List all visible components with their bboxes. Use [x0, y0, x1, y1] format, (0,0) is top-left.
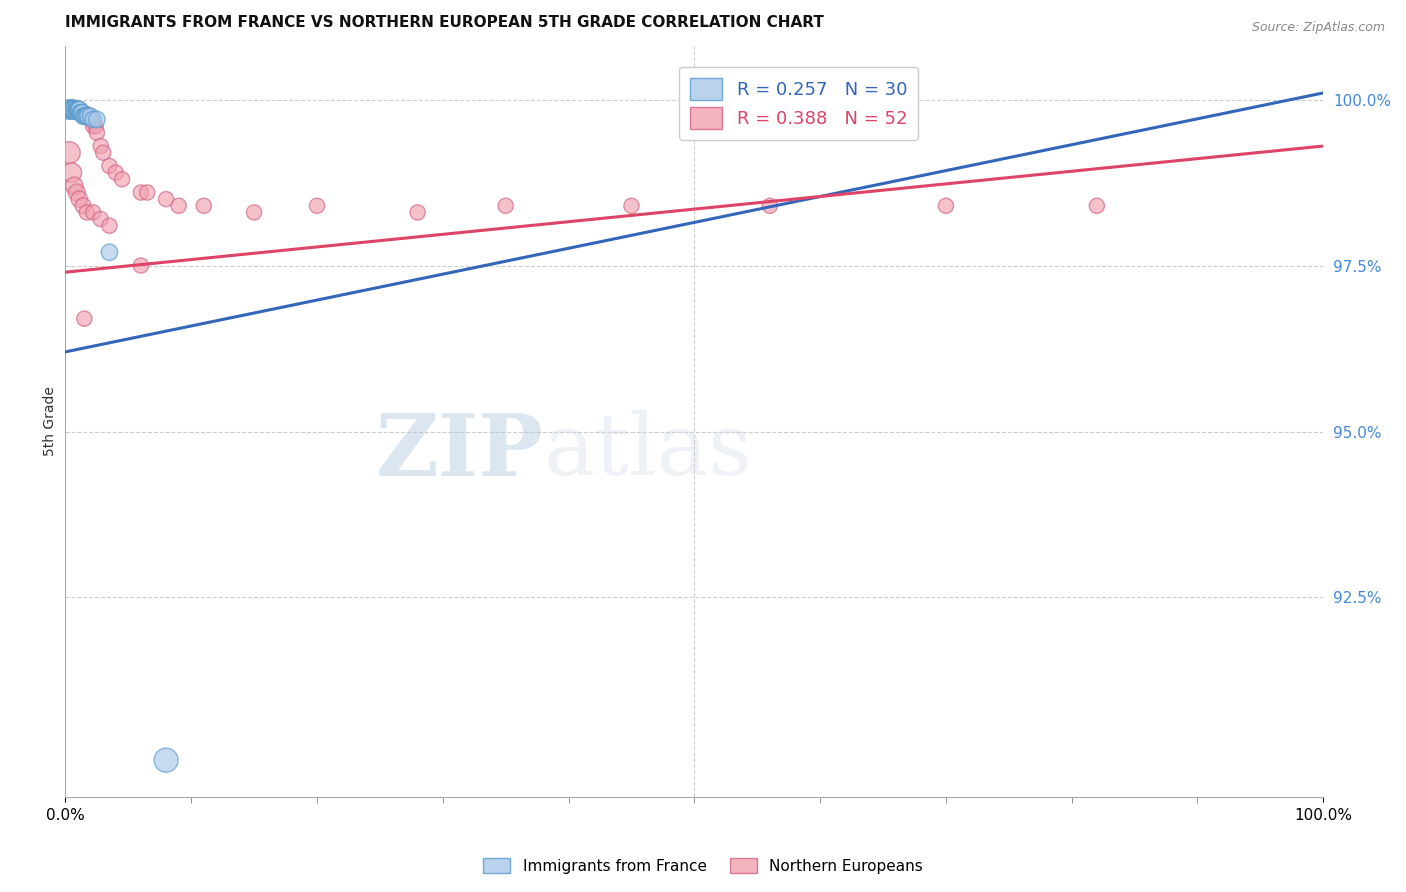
Point — [60, 103, 83, 117]
Point — [67, 103, 90, 117]
Point — [69, 105, 91, 120]
Point — [77, 109, 100, 123]
Point — [66, 103, 89, 117]
Point — [63, 103, 86, 117]
Point — [75, 109, 97, 123]
Point — [76, 205, 98, 219]
Point — [73, 311, 96, 326]
Point — [79, 109, 101, 123]
Text: IMMIGRANTS FROM FRANCE VS NORTHERN EUROPEAN 5TH GRADE CORRELATION CHART: IMMIGRANTS FROM FRANCE VS NORTHERN EUROP… — [66, 15, 824, 30]
Point — [62, 103, 84, 117]
Point — [90, 139, 112, 153]
Point — [69, 105, 91, 120]
Point — [58, 145, 80, 160]
Point — [65, 103, 87, 117]
Point — [66, 103, 89, 117]
Point — [59, 103, 82, 117]
Point — [73, 105, 96, 120]
Point — [60, 103, 83, 117]
Point — [58, 103, 80, 117]
Legend: Immigrants from France, Northern Europeans: Immigrants from France, Northern Europea… — [477, 852, 929, 880]
Point — [86, 112, 108, 127]
Point — [70, 105, 93, 120]
Point — [193, 199, 215, 213]
Legend: R = 0.257   N = 30, R = 0.388   N = 52: R = 0.257 N = 30, R = 0.388 N = 52 — [679, 67, 918, 140]
Point — [76, 109, 98, 123]
Point — [167, 199, 190, 213]
Point — [66, 103, 89, 117]
Point — [98, 219, 121, 233]
Point — [67, 105, 90, 120]
Point — [86, 126, 108, 140]
Point — [129, 186, 152, 200]
Point — [70, 105, 93, 120]
Point — [72, 199, 94, 213]
Point — [65, 103, 87, 117]
Point — [60, 165, 83, 179]
Text: ZIP: ZIP — [375, 409, 544, 493]
Point — [80, 112, 103, 127]
Point — [67, 192, 90, 206]
Text: atlas: atlas — [544, 410, 752, 493]
Point — [243, 205, 266, 219]
Point — [82, 112, 104, 127]
Point — [58, 103, 80, 117]
Point — [69, 105, 91, 120]
Point — [63, 103, 86, 117]
Point — [63, 178, 86, 193]
Point — [91, 145, 114, 160]
Y-axis label: 5th Grade: 5th Grade — [44, 386, 58, 457]
Point — [63, 103, 86, 117]
Point — [129, 259, 152, 273]
Point — [82, 119, 104, 133]
Point — [406, 205, 429, 219]
Point — [73, 109, 96, 123]
Point — [620, 199, 643, 213]
Point — [66, 103, 89, 117]
Point — [111, 172, 134, 186]
Point — [305, 199, 328, 213]
Point — [65, 103, 87, 117]
Point — [76, 109, 98, 123]
Point — [79, 109, 101, 123]
Point — [75, 109, 97, 123]
Point — [77, 109, 100, 123]
Point — [60, 103, 83, 117]
Point — [70, 105, 93, 120]
Point — [935, 199, 957, 213]
Point — [66, 103, 89, 117]
Point — [62, 103, 84, 117]
Point — [59, 103, 82, 117]
Point — [82, 205, 104, 219]
Point — [1085, 199, 1108, 213]
Point — [155, 753, 177, 767]
Point — [136, 186, 159, 200]
Point — [759, 199, 782, 213]
Point — [98, 159, 121, 173]
Point — [90, 212, 112, 227]
Point — [62, 103, 84, 117]
Point — [84, 119, 107, 133]
Point — [79, 112, 101, 127]
Point — [104, 165, 127, 179]
Point — [98, 245, 121, 260]
Point — [67, 103, 90, 117]
Text: Source: ZipAtlas.com: Source: ZipAtlas.com — [1251, 21, 1385, 34]
Point — [66, 186, 89, 200]
Point — [495, 199, 517, 213]
Point — [155, 192, 177, 206]
Point — [66, 103, 89, 117]
Point — [72, 105, 94, 120]
Point — [72, 109, 94, 123]
